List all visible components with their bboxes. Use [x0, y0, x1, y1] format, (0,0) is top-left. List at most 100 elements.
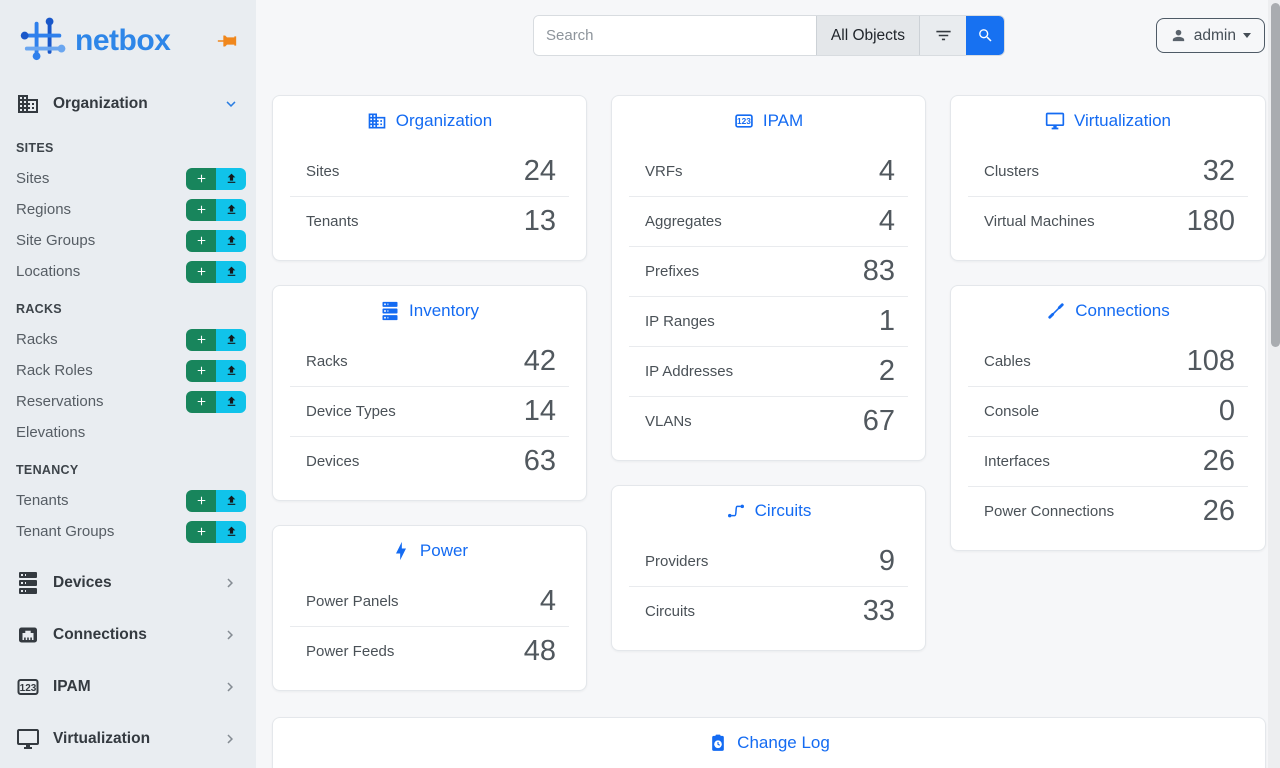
netbox-logo-icon[interactable] — [16, 15, 68, 67]
import-button[interactable] — [216, 260, 246, 283]
import-button[interactable] — [216, 328, 246, 351]
sidebar-item-tenant-groups[interactable]: Tenant Groups — [0, 516, 256, 547]
stat-value[interactable]: 32 — [1202, 154, 1235, 187]
import-button[interactable] — [216, 489, 246, 512]
sidebar-section-devices[interactable]: Devices — [0, 557, 256, 609]
stat-value[interactable]: 13 — [523, 205, 556, 237]
stat-value[interactable]: 4 — [878, 205, 895, 237]
add-button[interactable] — [186, 520, 216, 543]
stat-value[interactable]: 26 — [1202, 445, 1235, 477]
add-button[interactable] — [186, 198, 216, 221]
stat-value[interactable]: 4 — [539, 584, 556, 617]
stat-label[interactable]: Prefixes — [645, 263, 700, 280]
stat-label[interactable]: Device Types — [306, 403, 396, 420]
stat-label[interactable]: Racks — [306, 352, 348, 370]
add-button[interactable] — [186, 489, 216, 512]
sidebar-section-connections[interactable]: Connections — [0, 609, 256, 661]
stat-label[interactable]: Power Panels — [306, 592, 399, 610]
sidebar-item-label[interactable]: Tenants — [16, 492, 69, 509]
stat-value[interactable]: 14 — [523, 395, 556, 427]
search-scope-select[interactable]: All Objects — [815, 16, 919, 55]
stat-label[interactable]: Power Connections — [984, 503, 1115, 520]
sidebar-item-elevations[interactable]: Elevations — [0, 417, 256, 448]
import-button[interactable] — [216, 390, 246, 413]
stat-value[interactable]: 108 — [1186, 344, 1235, 377]
stat-label[interactable]: Power Feeds — [306, 643, 395, 660]
pin-sidebar-button[interactable] — [216, 29, 240, 53]
sidebar-item-label[interactable]: Tenant Groups — [16, 523, 115, 540]
stat-label[interactable]: Virtual Machines — [984, 213, 1095, 230]
import-button[interactable] — [216, 198, 246, 221]
sidebar-item-sites[interactable]: Sites — [0, 163, 256, 194]
add-button[interactable] — [186, 260, 216, 283]
import-button[interactable] — [216, 359, 246, 382]
stat-label[interactable]: VRFs — [645, 162, 683, 180]
add-button[interactable] — [186, 328, 216, 351]
add-button[interactable] — [186, 167, 216, 190]
import-button[interactable] — [216, 167, 246, 190]
search-button[interactable] — [966, 16, 1004, 55]
import-button[interactable] — [216, 520, 246, 543]
add-button[interactable] — [186, 390, 216, 413]
stat-label[interactable]: IP Ranges — [645, 313, 715, 330]
sidebar-item-label[interactable]: Racks — [16, 331, 58, 348]
scrollbar-thumb[interactable] — [1271, 3, 1280, 347]
sidebar-item-label[interactable]: Rack Roles — [16, 362, 93, 379]
stat-label[interactable]: Tenants — [306, 213, 359, 230]
sidebar-item-site-groups[interactable]: Site Groups — [0, 225, 256, 256]
stat-value[interactable]: 4 — [878, 154, 895, 187]
sidebar-section-virtualization[interactable]: Virtualization — [0, 713, 256, 765]
sidebar-item-rack-roles[interactable]: Rack Roles — [0, 355, 256, 386]
card-title-label: Organization — [395, 111, 493, 130]
stat-label[interactable]: IP Addresses — [645, 363, 734, 380]
add-button[interactable] — [186, 359, 216, 382]
ethernet-port-icon — [16, 623, 40, 647]
sidebar-item-tenants[interactable]: Tenants — [0, 485, 256, 516]
stat-value[interactable]: 67 — [862, 405, 895, 437]
stat-label[interactable]: Providers — [645, 552, 709, 570]
stat-value[interactable]: 0 — [1218, 395, 1235, 427]
sidebar-item-regions[interactable]: Regions — [0, 194, 256, 225]
sidebar-section-organization[interactable]: Organization — [0, 82, 256, 126]
stat-label[interactable]: Aggregates — [645, 213, 722, 230]
pin-icon — [216, 30, 240, 52]
stat-label[interactable]: Interfaces — [984, 453, 1050, 470]
sidebar-group-heading-sites: SITES — [16, 141, 54, 155]
sidebar-item-label[interactable]: Site Groups — [16, 232, 96, 249]
stat-label[interactable]: Devices — [306, 453, 360, 470]
netbox-wordmark[interactable]: netbox — [75, 24, 171, 57]
sidebar-item-reservations[interactable]: Reservations — [0, 386, 256, 417]
sidebar-item-locations[interactable]: Locations — [0, 256, 256, 287]
stat-value[interactable]: 2 — [878, 355, 895, 387]
stat-value[interactable]: 24 — [523, 154, 556, 187]
import-button[interactable] — [216, 229, 246, 252]
stat-value[interactable]: 1 — [878, 305, 895, 337]
sidebar-item-label[interactable]: Sites — [16, 170, 50, 187]
stat-value[interactable]: 33 — [862, 595, 895, 627]
search-input[interactable] — [534, 16, 816, 55]
user-menu-button[interactable]: admin — [1155, 18, 1265, 53]
stat-value[interactable]: 26 — [1202, 495, 1235, 527]
stat-value[interactable]: 63 — [523, 445, 556, 477]
stat-value[interactable]: 48 — [523, 635, 556, 667]
sidebar-item-label[interactable]: Locations — [16, 263, 81, 280]
stat-value[interactable]: 42 — [523, 344, 556, 377]
sidebar-item-racks[interactable]: Racks — [0, 324, 256, 355]
stat-label[interactable]: Circuits — [645, 603, 696, 620]
card-title: Change Log — [273, 718, 1265, 768]
sidebar-item-label[interactable]: Regions — [16, 201, 72, 218]
sidebar-section-ipam[interactable]: IPAM — [0, 661, 256, 713]
stat-value[interactable]: 83 — [862, 255, 895, 287]
stat-label[interactable]: Console — [984, 403, 1040, 420]
sidebar-item-label[interactable]: Elevations — [16, 424, 86, 441]
stat-value[interactable]: 9 — [878, 544, 895, 577]
stat-label[interactable]: Clusters — [984, 162, 1040, 180]
filter-button[interactable] — [919, 16, 966, 55]
stat-label[interactable]: VLANs — [645, 413, 692, 430]
sidebar: netbox Organization SITES Sites Regions … — [0, 0, 256, 768]
sidebar-item-label[interactable]: Reservations — [16, 393, 104, 410]
stat-label[interactable]: Sites — [306, 162, 340, 180]
add-button[interactable] — [186, 229, 216, 252]
stat-label[interactable]: Cables — [984, 352, 1031, 370]
stat-value[interactable]: 180 — [1186, 205, 1235, 237]
